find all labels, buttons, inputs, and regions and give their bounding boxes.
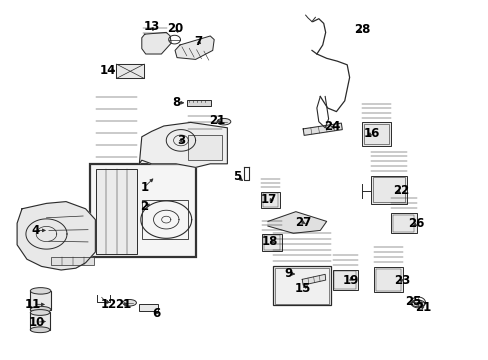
Text: 6: 6 <box>152 307 160 320</box>
Text: 21: 21 <box>115 298 131 311</box>
Bar <box>187 100 210 106</box>
Bar <box>373 267 403 292</box>
Text: 5: 5 <box>233 170 241 183</box>
Bar <box>263 193 277 207</box>
Ellipse shape <box>30 306 51 313</box>
Text: 12: 12 <box>100 298 117 311</box>
Text: 19: 19 <box>342 274 359 287</box>
Text: 9: 9 <box>284 267 292 280</box>
Text: 8: 8 <box>172 96 180 109</box>
Ellipse shape <box>30 288 51 294</box>
Bar <box>372 177 404 202</box>
Text: 22: 22 <box>392 184 408 197</box>
Ellipse shape <box>122 300 136 306</box>
Bar <box>30 312 50 330</box>
Bar <box>364 124 388 144</box>
Bar <box>334 271 355 289</box>
Text: 20: 20 <box>166 22 183 35</box>
Text: 13: 13 <box>143 21 160 33</box>
Bar <box>332 270 357 290</box>
Text: 11: 11 <box>25 298 41 311</box>
Bar <box>272 266 330 305</box>
Polygon shape <box>116 64 144 78</box>
Polygon shape <box>302 274 325 285</box>
Polygon shape <box>267 212 326 233</box>
Text: 14: 14 <box>99 64 116 77</box>
Bar <box>188 135 222 160</box>
Text: 26: 26 <box>407 217 424 230</box>
Text: 17: 17 <box>260 193 277 206</box>
Polygon shape <box>175 36 214 59</box>
Text: 16: 16 <box>363 127 379 140</box>
Text: 21: 21 <box>209 114 225 127</box>
Bar <box>370 176 407 204</box>
Polygon shape <box>139 122 227 167</box>
Polygon shape <box>142 32 171 54</box>
Ellipse shape <box>30 310 50 315</box>
Text: 7: 7 <box>194 35 202 48</box>
Text: 23: 23 <box>393 274 409 287</box>
Text: 1: 1 <box>140 181 148 194</box>
Bar <box>361 122 390 146</box>
Ellipse shape <box>217 118 230 125</box>
Text: 28: 28 <box>353 23 369 36</box>
Text: 25: 25 <box>404 295 421 308</box>
Text: 2: 2 <box>140 201 148 213</box>
Ellipse shape <box>30 327 50 333</box>
Bar <box>375 269 400 291</box>
Bar <box>263 235 279 250</box>
Text: 4: 4 <box>31 224 39 237</box>
Text: 18: 18 <box>261 235 278 248</box>
Bar <box>51 257 94 265</box>
Text: 10: 10 <box>28 316 45 329</box>
Polygon shape <box>303 123 342 135</box>
Bar <box>139 304 158 311</box>
Bar <box>30 291 51 310</box>
Text: 3: 3 <box>177 134 184 147</box>
Bar <box>390 213 416 233</box>
Bar <box>261 192 279 208</box>
Bar <box>274 268 328 304</box>
Text: 27: 27 <box>294 216 311 229</box>
Bar <box>142 200 188 239</box>
Bar <box>96 169 137 254</box>
Ellipse shape <box>410 300 424 307</box>
Text: 15: 15 <box>294 282 311 294</box>
Text: 24: 24 <box>324 120 340 132</box>
Bar <box>90 164 195 257</box>
Polygon shape <box>17 202 95 270</box>
Bar <box>261 234 282 251</box>
Bar <box>392 215 413 232</box>
Text: 21: 21 <box>414 301 430 314</box>
